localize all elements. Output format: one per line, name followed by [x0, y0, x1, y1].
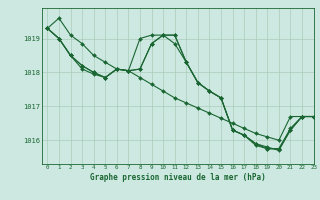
X-axis label: Graphe pression niveau de la mer (hPa): Graphe pression niveau de la mer (hPa) — [90, 173, 266, 182]
